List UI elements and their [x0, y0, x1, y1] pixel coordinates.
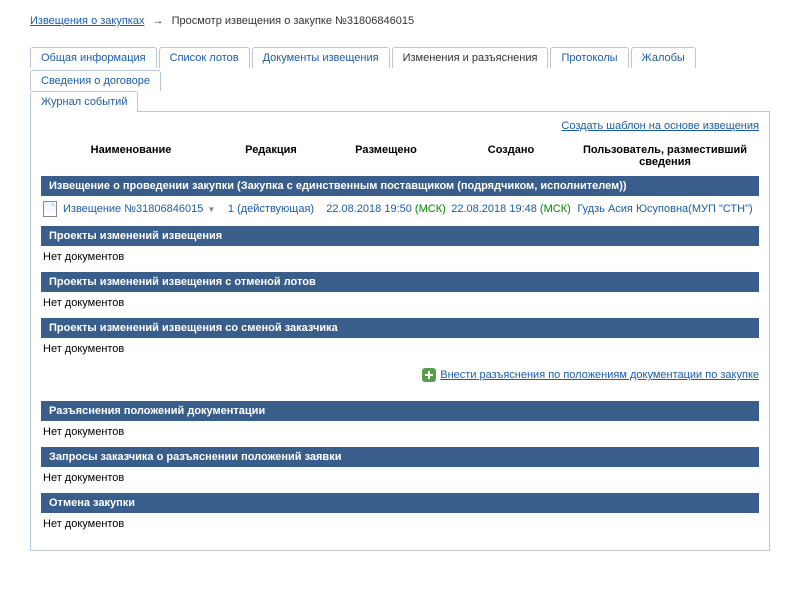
col-header-placed: Размещено [321, 144, 451, 168]
col-header-user: Пользователь, разместивший сведения [571, 144, 759, 168]
add-clarification-link[interactable]: Внести разъяснения по положениям докумен… [422, 368, 759, 382]
col-header-edition: Редакция [221, 144, 321, 168]
no-docs-text: Нет документов [41, 292, 759, 314]
col-header-created: Создано [451, 144, 571, 168]
cell-created: 22.08.2018 19:48 (МСК) [451, 203, 571, 215]
section-draft-changes: Проекты изменений извещения [41, 226, 759, 246]
cell-edition[interactable]: 1 (действующая) [221, 203, 321, 215]
tab-general[interactable]: Общая информация [30, 47, 157, 68]
col-header-name: Наименование [41, 144, 221, 168]
add-clarification-row: Внести разъяснения по положениям докумен… [41, 360, 759, 397]
section-clarifications: Разъяснения положений документации [41, 401, 759, 421]
tab-changes[interactable]: Изменения и разъяснения [392, 47, 549, 68]
section-cancel: Отмена закупки [41, 493, 759, 513]
section-draft-cancel: Проекты изменений извещения с отменой ло… [41, 272, 759, 292]
section-notice: Извещение о проведении закупки (Закупка … [41, 176, 759, 196]
no-docs-text: Нет документов [41, 246, 759, 268]
notice-name-link[interactable]: Извещение №31806846015 [63, 203, 203, 215]
plus-icon [422, 368, 436, 382]
content-box: Создать шаблон на основе извещения Наиме… [30, 111, 770, 551]
no-docs-text: Нет документов [41, 338, 759, 360]
no-docs-text: Нет документов [41, 513, 759, 535]
breadcrumb-current: Просмотр извещения о закупке №3180684601… [172, 15, 415, 27]
no-docs-text: Нет документов [41, 467, 759, 489]
tab-lots[interactable]: Список лотов [159, 47, 250, 68]
breadcrumb-root-link[interactable]: Извещения о закупках [30, 15, 144, 27]
breadcrumb: Извещения о закупках → Просмотр извещени… [30, 15, 770, 27]
breadcrumb-arrow: → [153, 15, 164, 27]
tab-contract[interactable]: Сведения о договоре [30, 70, 161, 91]
table-row: Извещение №31806846015 ▼ 1 (действующая)… [41, 196, 759, 222]
chevron-down-icon[interactable]: ▼ [207, 205, 215, 214]
top-action: Создать шаблон на основе извещения [41, 120, 759, 132]
section-draft-customer: Проекты изменений извещения со сменой за… [41, 318, 759, 338]
tabs-row-2: Журнал событий [30, 91, 770, 112]
document-icon[interactable] [43, 201, 57, 217]
cell-placed: 22.08.2018 19:50 (МСК) [321, 203, 451, 215]
tab-docs[interactable]: Документы извещения [252, 47, 390, 68]
create-template-link[interactable]: Создать шаблон на основе извещения [561, 120, 759, 132]
tabs-row: Общая информация Список лотов Документы … [30, 47, 770, 91]
section-requests: Запросы заказчика о разъяснении положени… [41, 447, 759, 467]
no-docs-text: Нет документов [41, 421, 759, 443]
tab-log[interactable]: Журнал событий [30, 91, 138, 112]
tab-protocols[interactable]: Протоколы [550, 47, 628, 68]
cell-user[interactable]: Гудзь Асия Юсуповна(МУП "СТН") [571, 203, 759, 215]
tab-complaints[interactable]: Жалобы [631, 47, 696, 68]
table-header: Наименование Редакция Размещено Создано … [41, 140, 759, 172]
